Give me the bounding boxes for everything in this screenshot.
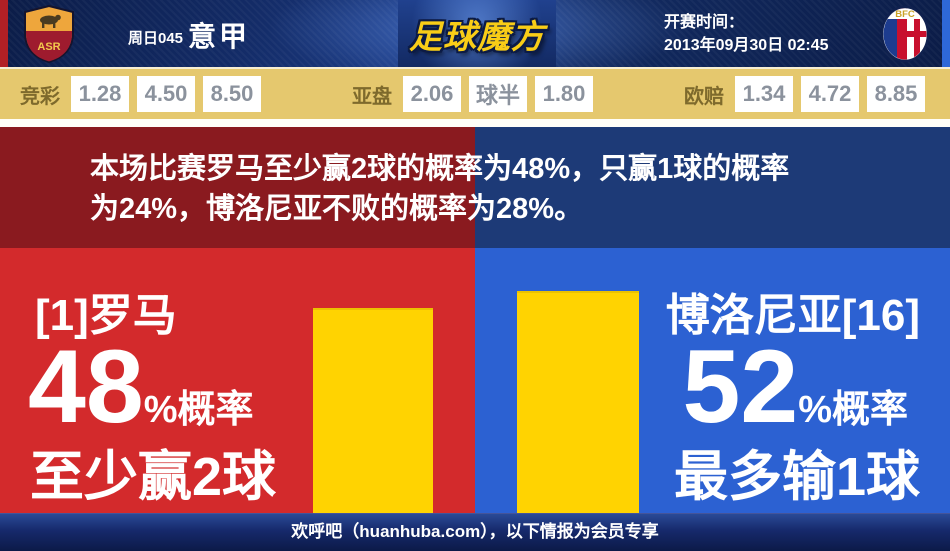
oupei-away-odds: 8.85 bbox=[867, 76, 925, 112]
jingcai-away-odds: 8.50 bbox=[203, 76, 261, 112]
away-probability-suffix: %概率 bbox=[798, 389, 908, 431]
footer: 欢呼吧（huanhuba.com），以下情报为会员专享 bbox=[0, 513, 950, 551]
away-outcome: 最多输1球 bbox=[673, 447, 920, 507]
away-team-name: 博洛尼亚[16] bbox=[665, 291, 920, 340]
home-probability-suffix: %概率 bbox=[143, 389, 254, 431]
match-code: 周日045 bbox=[128, 30, 184, 47]
summary-line-2: 为24%，博洛尼亚不败的概率为28%。 bbox=[90, 193, 584, 225]
yapan-away-odds: 1.80 bbox=[535, 76, 593, 112]
match-summary-text: 本场比赛罗马至少赢2球的概率为48%，只赢1球的概率 为24%，博洛尼亚不败的概… bbox=[90, 149, 900, 229]
odds-group-jingcai: 竞彩 1.28 4.50 8.50 bbox=[20, 69, 261, 119]
odds-group-yapan: 亚盘 2.06 球半 1.80 bbox=[352, 69, 593, 119]
kickoff-time: 2013年09月30日 02:45 bbox=[664, 37, 829, 54]
left-red-edge-stripe bbox=[0, 0, 8, 67]
home-outcome: 至少赢2球 bbox=[30, 447, 277, 507]
odds-group-oupei: 欧赔 1.34 4.72 8.85 bbox=[684, 69, 925, 119]
away-probability-bar bbox=[517, 291, 639, 513]
right-blue-edge-stripe bbox=[942, 0, 950, 67]
probability-graphic: 本场比赛罗马至少赢2球的概率为48%，只赢1球的概率 为24%，博洛尼亚不败的概… bbox=[0, 127, 950, 513]
summary-line-1: 本场比赛罗马至少赢2球的概率为48%，只赢1球的概率 bbox=[90, 153, 790, 185]
summary-band-red bbox=[0, 127, 475, 248]
jingcai-label: 竞彩 bbox=[20, 85, 60, 108]
oupei-label: 欧赔 bbox=[684, 85, 724, 108]
roma-initials: ASR bbox=[37, 41, 60, 53]
home-probability-value: 48 bbox=[28, 329, 144, 445]
yapan-home-odds: 2.06 bbox=[403, 76, 461, 112]
home-probability: 48%概率 bbox=[28, 335, 253, 439]
home-team-name: [1]罗马 bbox=[35, 291, 177, 340]
site-logo-panel: 足球魔方 bbox=[398, 0, 556, 67]
oupei-draw-odds: 4.72 bbox=[801, 76, 859, 112]
header: ASR 周日045 意甲 足球魔方 开赛时间： 2013年09月30日 02:4… bbox=[0, 0, 950, 67]
kickoff-label: 开赛时间： bbox=[664, 14, 745, 31]
bologna-initials: BFC bbox=[895, 9, 915, 20]
bologna-crest-icon: BFC bbox=[880, 5, 930, 68]
home-probability-bar bbox=[313, 308, 433, 513]
yapan-label: 亚盘 bbox=[352, 85, 392, 108]
divider-band bbox=[0, 119, 950, 127]
yapan-handicap: 球半 bbox=[469, 76, 527, 112]
roma-crest-icon: ASR bbox=[22, 4, 76, 68]
away-probability: 52%概率 bbox=[683, 335, 908, 439]
jingcai-home-odds: 1.28 bbox=[71, 76, 129, 112]
away-probability-value: 52 bbox=[682, 329, 799, 445]
kickoff-time-block: 开赛时间： 2013年09月30日 02:45 bbox=[664, 11, 829, 57]
odds-strip: 竞彩 1.28 4.50 8.50 亚盘 2.06 球半 1.80 欧赔 1.3… bbox=[0, 67, 950, 119]
summary-band-blue bbox=[475, 127, 950, 248]
oupei-home-odds: 1.34 bbox=[735, 76, 793, 112]
footer-text: 欢呼吧（huanhuba.com），以下情报为会员专享 bbox=[291, 522, 659, 541]
jingcai-draw-odds: 4.50 bbox=[137, 76, 195, 112]
site-logo: 足球魔方 bbox=[409, 17, 545, 55]
league-name: 意甲 bbox=[188, 21, 251, 52]
